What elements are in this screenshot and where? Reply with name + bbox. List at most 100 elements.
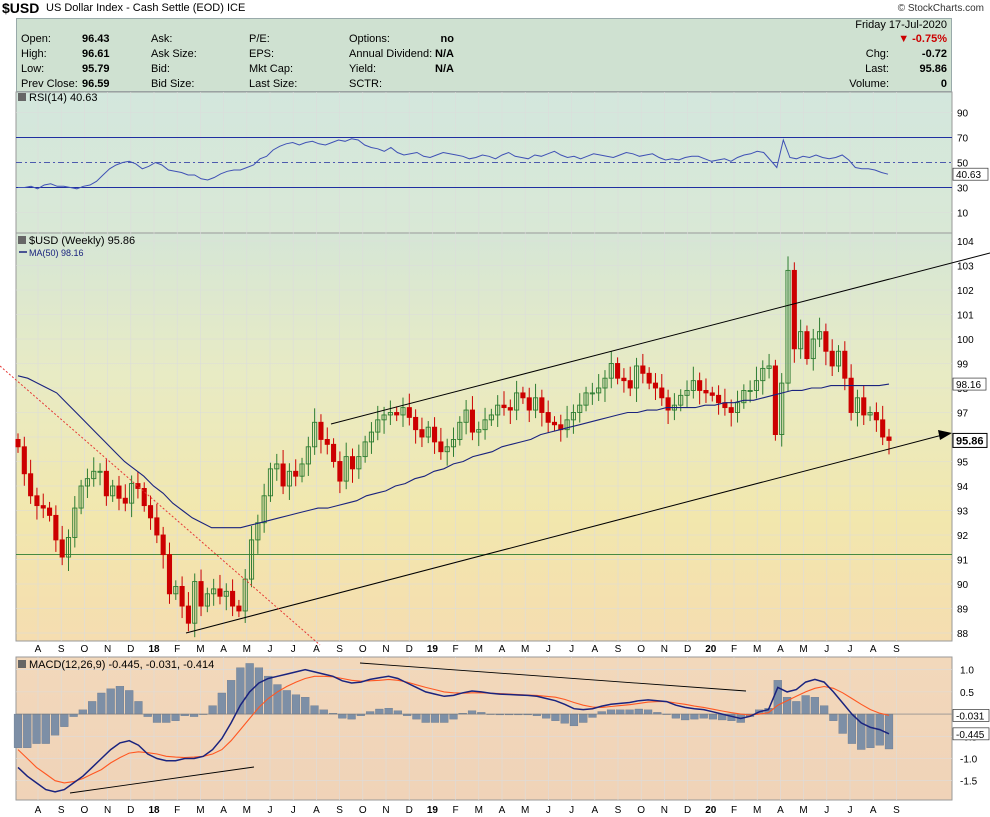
candle-body [312,421,318,448]
quote-label: Yield: [349,63,377,75]
macd-histogram-bar [208,705,217,715]
candle-body [488,414,494,421]
date-label: Friday 17-Jul-2020 [855,19,947,31]
x-tick-label: A [870,644,877,655]
x-tick-label: 18 [148,644,160,655]
candle-body [785,269,791,384]
quote-panel: Open: 96.43 High: 96.61 Low: 95.79 Prev Close:… [16,18,952,92]
candle-body [337,461,343,482]
price-last-label: 95.86 [956,435,984,447]
candle-body [633,365,640,389]
macd-histogram-bar [560,713,569,724]
x-tick-label: J [824,805,829,816]
candle-body [438,441,444,453]
macd-histogram-bar [134,701,143,715]
candle-body [78,485,84,509]
x-tick-label: M [196,644,204,655]
macd-histogram-bar [820,705,829,715]
macd-signal-last-label: -0.031 [956,711,985,722]
macd-histogram-bar [189,713,199,717]
candle-body [103,470,109,497]
candle-body [147,505,154,519]
quote-label: Options: [349,33,390,45]
candle-body [627,380,633,389]
candle-body [564,419,570,431]
candle-body [248,539,255,580]
candle-body [507,407,513,411]
quote-value: 95.79 [82,63,110,75]
x-tick-label: N [661,805,668,816]
macd-histogram-bar [319,709,328,715]
macd-rising-trend-line [69,766,255,794]
x-tick-label: M [475,805,483,816]
candle-body [577,404,583,413]
price-tick-label: 89 [957,605,969,616]
price-title: $USD (Weekly) 95.86 [29,235,135,247]
quote-label: Ask Size: [151,48,197,60]
candle-body [772,365,778,436]
macd-histogram-bar [152,713,162,723]
x-tick-label: N [104,644,111,655]
macd-falling-trend-line [359,662,747,692]
quote-value: 95.86 [919,63,947,75]
x-tick-label: A [499,644,506,655]
candle-body [678,394,684,406]
quote-value: 96.61 [82,48,110,60]
candle-body [539,397,545,413]
macd-panel [15,656,953,801]
candle-body [861,397,867,416]
macd-histogram-bar [588,713,597,718]
candle-body [34,495,40,507]
pct-change-label: ▼ -0.75% [898,33,947,45]
candle-body [684,390,690,396]
rsi-last-box [952,167,989,181]
x-tick-label: M [753,644,761,655]
quote-value: 0 [940,78,947,90]
candle-body [286,470,292,487]
candle-body [21,446,27,475]
candle-body [53,514,59,541]
macd-histogram-bar [347,713,356,720]
candle-body [570,412,576,421]
ma-last-label: 98.16 [956,380,981,391]
x-tick-label: J [546,805,551,816]
macd-histogram-bar [60,713,69,727]
rsi-line [18,138,889,190]
quote-label: Bid Size: [151,78,195,90]
rsi-tick-label: 30 [957,184,969,195]
x-tick-label: D [406,805,413,816]
x-tick-label: A [870,805,877,816]
x-tick-label: O [81,805,89,816]
x-tick-label: M [753,805,761,816]
candle-body [185,605,191,624]
candle-body [495,404,501,416]
x-tick-label: N [104,805,111,816]
candle-body [457,421,463,440]
candle-body [15,439,21,448]
x-tick-label: 20 [705,644,717,655]
macd-histogram-bar [310,705,319,715]
macd-histogram-bar [708,713,718,720]
x-tick-label: D [406,644,413,655]
candle-body [444,446,450,453]
x-tick-label: A [591,805,598,816]
candle-body [343,456,349,482]
x-tick-label: D [127,805,134,816]
quote-label: Volume: [849,78,889,90]
x-tick-label: O [637,805,645,816]
candle-body [141,488,147,507]
candle-body [261,495,267,524]
macd-histogram-bar [421,713,430,723]
rsi-tick-label: 90 [957,109,969,120]
x-tick-label: F [174,805,180,816]
quote-label: Open: [21,33,51,45]
macd-histogram-bar [41,713,50,744]
x-tick-label: S [893,644,900,655]
x-tick-label: 20 [705,805,717,816]
rsi-title: RSI(14) 40.63 [29,92,97,104]
candle-body [640,365,646,374]
x-tick-label: N [661,644,668,655]
price-tick-label: 88 [957,629,969,640]
x-tick-label: D [684,805,691,816]
candle-body [217,588,223,597]
